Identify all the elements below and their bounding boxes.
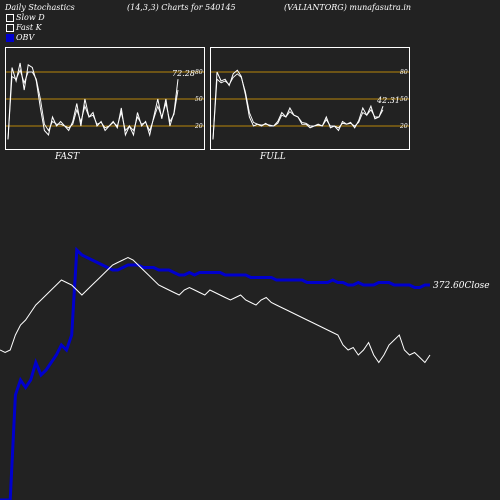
- chart-title-symbol: (14,3,3) Charts for 540145: [127, 3, 236, 12]
- full-y-tick-80: 80: [400, 69, 408, 76]
- fast-panel-label: FAST: [55, 152, 80, 162]
- full-panel-label: FULL: [260, 152, 286, 162]
- legend-fast-k: Fast K: [6, 23, 42, 32]
- obv-close-value-label: 372.60Close: [433, 281, 490, 291]
- legend-slow-d: Slow D: [6, 13, 45, 22]
- full-y-tick-50: 50: [400, 96, 408, 103]
- legend-swatch-fast-k: [6, 23, 14, 32]
- full-last-value-label: 42.31: [376, 96, 400, 105]
- full-y-tick-20: 20: [399, 123, 408, 130]
- fast-series-slow-d-line: [7, 68, 179, 140]
- price-series-line: [0, 256, 431, 364]
- legend-label-fast-k: Fast K: [16, 23, 42, 32]
- fast-y-tick-20: 20: [194, 123, 203, 130]
- full-series-fast-k-line: [212, 69, 384, 140]
- fast-stochastic-chart: 80 50 20 72.28: [6, 62, 204, 140]
- legend-obv: OBV: [6, 33, 34, 42]
- fast-last-value-label: 72.28: [172, 69, 195, 78]
- legend-label-obv: OBV: [16, 33, 35, 42]
- fast-y-tick-80: 80: [195, 69, 203, 76]
- full-stochastic-chart: 80 50 20 42.31: [211, 69, 409, 140]
- fast-stochastic-panel: 80 50 20 72.28: [5, 47, 205, 150]
- legend-swatch-obv: [6, 33, 14, 42]
- legend-label-slow-d: Slow D: [16, 13, 45, 22]
- chart-title-site: (VALIANTORG) munafasutra.in: [284, 3, 412, 12]
- chart-title-daily-stochastics: Daily Stochastics: [5, 3, 75, 12]
- legend-swatch-slow-d: [6, 13, 14, 22]
- full-stochastic-panel: 80 50 20 42.31: [210, 47, 410, 150]
- full-series-slow-d-line: [212, 73, 384, 140]
- obv-series-line: [0, 246, 430, 500]
- fast-y-tick-50: 50: [195, 96, 203, 103]
